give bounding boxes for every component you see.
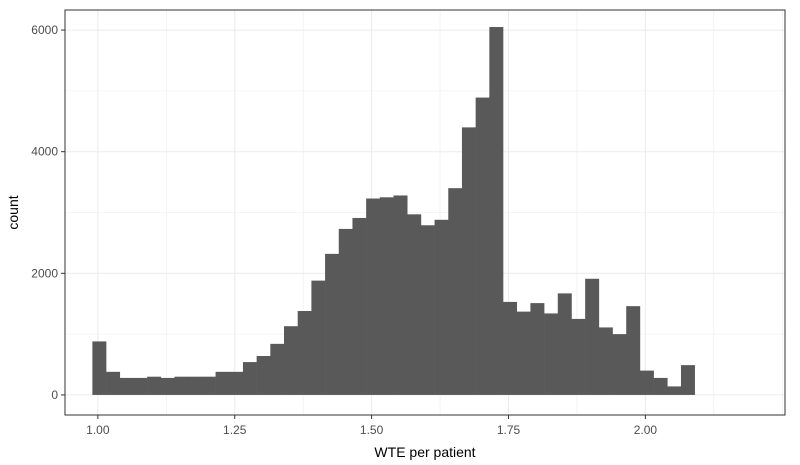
histogram-bar	[544, 313, 559, 395]
x-tick-label: 1.50	[360, 423, 384, 437]
x-tick-label: 2.00	[634, 423, 658, 437]
histogram-bar	[585, 278, 600, 395]
histogram-bar	[147, 376, 162, 395]
histogram-bar	[598, 327, 613, 395]
histogram-bars	[92, 27, 695, 395]
histogram-bar	[242, 362, 257, 395]
histogram-bar	[338, 228, 353, 395]
histogram-bar	[612, 334, 627, 395]
histogram-bar	[92, 341, 107, 395]
histogram-bar	[284, 326, 298, 395]
histogram-bar	[256, 356, 271, 395]
histogram-bar	[325, 253, 340, 395]
histogram-bar	[448, 188, 463, 395]
histogram-bar	[352, 217, 367, 395]
histogram-bar	[420, 225, 435, 395]
histogram-bar	[229, 371, 244, 395]
histogram-bar	[133, 377, 148, 395]
x-axis-ticks: 1.00 1.25 1.50 1.75 2.00	[86, 415, 657, 437]
histogram-bar	[461, 127, 476, 395]
histogram-bar	[434, 219, 449, 395]
x-axis-title: WTE per patient	[374, 444, 475, 460]
y-axis-title: count	[5, 195, 21, 229]
histogram-bar	[626, 306, 641, 395]
histogram-bar	[503, 301, 518, 395]
histogram-bar	[571, 318, 586, 395]
y-tick-label: 6000	[31, 23, 58, 37]
histogram-bar	[639, 370, 654, 395]
histogram-bar	[667, 386, 682, 395]
histogram-bar	[270, 343, 285, 395]
x-tick-label: 1.00	[86, 423, 110, 437]
histogram-bar	[119, 377, 134, 395]
histogram-bar	[106, 371, 121, 395]
histogram-bar	[489, 27, 504, 395]
x-tick-label: 1.75	[497, 423, 521, 437]
histogram-bar	[653, 377, 668, 395]
y-tick-label: 2000	[31, 266, 58, 280]
histogram-bar	[557, 293, 572, 395]
y-tick-label: 0	[51, 388, 58, 402]
histogram-bar	[475, 97, 490, 395]
x-tick-label: 1.25	[223, 423, 247, 437]
histogram-bar	[680, 365, 695, 395]
histogram-bar	[160, 377, 175, 395]
histogram-bar	[188, 376, 203, 395]
histogram-bar	[530, 303, 545, 395]
panel-border	[64, 9, 786, 416]
histogram-bar	[174, 376, 189, 395]
histogram-bar	[516, 311, 531, 395]
histogram-bar	[215, 371, 230, 395]
y-tick-label: 4000	[31, 145, 58, 159]
histogram-bar	[311, 280, 326, 395]
histogram-bar	[297, 311, 312, 395]
histogram-bar	[407, 214, 422, 395]
histogram-bar	[201, 376, 216, 395]
histogram-bar	[393, 195, 408, 395]
histogram-bar	[366, 198, 381, 395]
histogram-bar	[379, 197, 394, 395]
y-axis-ticks: 0 2000 4000 6000	[31, 23, 65, 402]
